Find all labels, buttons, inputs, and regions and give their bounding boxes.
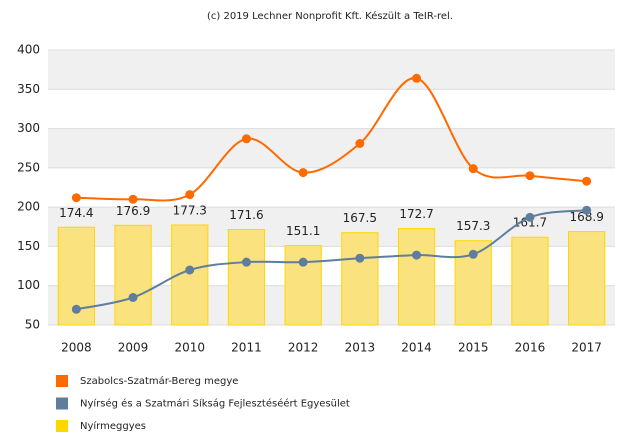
point xyxy=(525,171,535,181)
data-label: 157.3 xyxy=(456,219,490,233)
y-tick-label: 250 xyxy=(17,160,40,174)
bar xyxy=(341,232,379,326)
chart-title: (c) 2019 Lechner Nonprofit Kft. Készült … xyxy=(207,10,453,22)
point xyxy=(582,205,592,215)
x-tick-label: 2014 xyxy=(401,341,432,355)
legend-swatch xyxy=(56,397,68,410)
point xyxy=(71,193,81,203)
point xyxy=(355,139,365,148)
x-tick-label: 2016 xyxy=(515,341,546,355)
y-tick-label: 350 xyxy=(17,82,40,96)
data-label: 176.9 xyxy=(116,204,150,218)
x-tick-label: 2011 xyxy=(231,341,262,355)
grid-band xyxy=(48,128,615,168)
data-label: 171.6 xyxy=(229,208,263,222)
point xyxy=(468,164,478,174)
point xyxy=(525,212,535,222)
point xyxy=(582,176,592,186)
y-tick-label: 400 xyxy=(17,43,40,57)
line xyxy=(76,77,587,202)
x-tick-label: 2013 xyxy=(345,341,376,355)
point xyxy=(185,190,195,200)
point xyxy=(241,257,251,267)
bar xyxy=(511,236,549,326)
legend-swatch xyxy=(56,420,68,432)
point xyxy=(298,168,308,178)
y-tick-label: 300 xyxy=(17,121,40,135)
x-tick-label: 2015 xyxy=(458,341,489,355)
point xyxy=(412,73,422,83)
point xyxy=(128,293,138,302)
data-label: 174.4 xyxy=(59,206,93,220)
grid-band xyxy=(48,50,615,90)
x-tick-label: 2017 xyxy=(571,341,602,355)
x-tick-label: 2012 xyxy=(288,341,319,355)
data-label: 177.3 xyxy=(173,203,207,217)
point xyxy=(71,304,81,314)
data-label: 172.7 xyxy=(399,207,433,221)
point xyxy=(412,250,422,260)
point xyxy=(298,257,308,267)
bar xyxy=(284,245,322,326)
data-label: 168.9 xyxy=(569,210,603,224)
y-tick-label: 150 xyxy=(17,239,40,253)
x-tick-label: 2009 xyxy=(118,341,149,355)
y-tick-label: 50 xyxy=(25,318,40,332)
x-tick-label: 2010 xyxy=(174,341,205,355)
point xyxy=(355,253,365,263)
point xyxy=(185,265,195,275)
bar xyxy=(397,228,436,326)
legend-label: Nyírség és a Szatmári Síkság Fejlesztésé… xyxy=(80,398,350,410)
line xyxy=(76,209,587,311)
point xyxy=(128,194,138,204)
data-label: 167.5 xyxy=(343,211,377,225)
point xyxy=(468,249,478,259)
bar xyxy=(227,228,266,326)
point xyxy=(241,134,251,144)
bar xyxy=(568,231,606,326)
data-label: 151.1 xyxy=(286,224,320,238)
y-tick-label: 200 xyxy=(17,200,40,214)
legend-label: Nyírmeggyes xyxy=(80,420,146,432)
x-tick-label: 2008 xyxy=(61,341,92,355)
legend-swatch xyxy=(56,375,68,387)
data-label: 161.7 xyxy=(513,216,547,230)
legend-label: Szabolcs-Szatmár-Bereg megye xyxy=(80,375,238,387)
y-tick-label: 100 xyxy=(17,278,40,292)
bar xyxy=(114,224,152,326)
